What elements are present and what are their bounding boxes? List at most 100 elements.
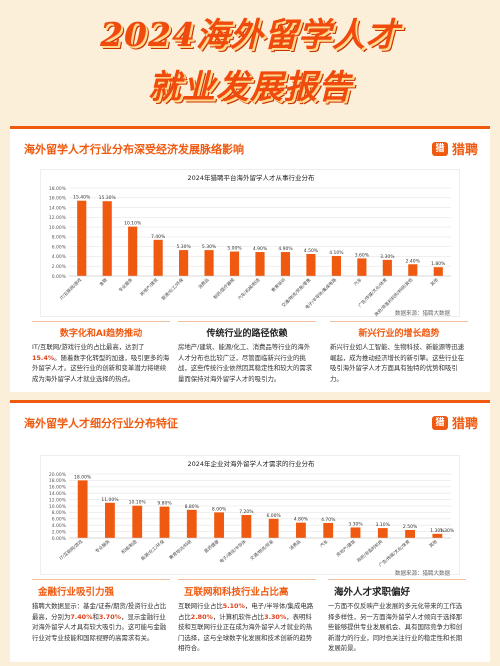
x-tick-label: 交通/物流/贸易 [248,538,274,562]
x-tick-label: 消费品 [288,538,302,552]
insight-body: 互联网行业占比5.10%，电子/半导体/集成电路占比2.80%，计算机软件占比3… [178,602,314,652]
data-label: 4.10% [329,250,344,256]
bar [128,226,138,276]
insight-body: 新兴行业如人工智能、生物科技、新能源等迅速崛起，成为推动经济增长的新引擎。这些行… [330,343,465,383]
x-tick-label: 制药/医疗器械 [212,276,237,301]
data-label: 9.80% [157,501,172,507]
highlight-value: 3.70% [98,612,122,621]
data-label: 15.40% [73,195,91,201]
bar [280,252,291,276]
data-label: 4.90% [278,246,293,252]
data-label: 10.10% [129,500,147,506]
data-label: 3.30% [348,521,363,527]
y-tick-label: 20.00% [49,472,67,478]
data-label: 3.10% [376,522,391,528]
x-tick-label: 教育培训 [270,276,287,293]
insight-title: 互联网和科技行业占比高 [184,587,289,598]
x-tick-label: 汽车 [318,538,330,549]
bar [408,264,418,276]
bar [323,522,334,538]
x-tick-label: 医药健康 [203,538,221,555]
section-heading: 海外留学人才细分行业分布特征 [24,417,178,430]
x-tick-label: 能源/化工/环保 [160,276,186,302]
insight-column: 新兴行业的增长趋势 新兴行业如人工智能、生物科技、新能源等迅速崛起，成为推动经济… [330,321,468,384]
data-label: 3.60% [355,252,370,258]
insight-column: 金融行业吸引力强 猎聘大数据显示：基金/证券/期货/投资行业占比最高，分别为7.… [32,579,170,643]
bar [159,506,170,538]
bar [331,255,341,276]
y-tick-label: 18.00% [49,186,67,192]
highlight-value: 5.10% [222,602,245,610]
data-source-note: 数据来源：猎聘大数据 [394,311,450,317]
y-tick-label: 18.00% [49,478,67,484]
x-tick-label: 专业服务 [117,276,135,294]
y-tick-label: 2.00% [52,264,67,270]
x-tick-label: 消费品 [196,276,210,290]
bar [306,254,316,276]
bar [357,258,367,276]
data-label: 11.00% [101,497,119,503]
bar [214,512,224,538]
highlight-value: 3.30% [264,612,287,621]
insight-body: 房地产/建筑、能源/化工、消费品等行业的海外人才分布也比较广泛，尽管面临新兴行业… [178,343,313,383]
highlight-value: 2.80% [190,612,213,621]
data-label: 3.30% [380,254,395,260]
bar [377,528,388,538]
bar [255,252,265,276]
bar [132,505,143,538]
page-title-line1: 2024海外留学人才 [100,15,400,54]
bar [77,200,87,276]
x-tick-label: 汽车 [352,276,364,288]
bar [432,533,443,538]
bar [77,480,88,538]
data-label: 5.30% [176,244,191,250]
chart-title: 2024年猎聘平台海外留学人才从事行业分布 [187,173,315,182]
insight-title: 海外人才求职偏好 [334,587,411,598]
y-tick-label: 6.00% [52,517,67,523]
data-label: 8.80% [185,504,200,510]
data-label: 18.00% [74,474,92,480]
x-tick-label: 教育培训/科研 [168,538,194,561]
brand-logo: 猎 猎聘 [431,139,478,158]
bar [204,250,214,276]
data-label: 6.00% [266,513,281,519]
bar [229,251,240,276]
y-tick-label: 4.00% [52,523,67,529]
bar [405,530,415,538]
x-tick-label: 专业服务 [94,538,112,555]
bar [241,514,252,538]
bar [105,502,115,538]
x-tick-label: 其他 [429,276,441,288]
x-tick-label: 其他 [428,538,440,549]
x-tick-label: 金融 [98,276,110,288]
section-heading: 海外留学人才行业分布深受经济发展脉络影响 [24,143,244,156]
data-label: 7.20% [239,509,254,515]
chart-demand-distribution: 2024年企业对海外留学人才需求的行业分布 0.00% 2.00% 4.00% 6.00… [40,455,460,575]
x-tick-label: 电子/通信/半导体 [218,538,248,565]
bar [186,509,197,538]
data-source-note: 数据来源：猎聘大数据 [394,571,450,577]
insight-title: 数字化和AI趋势推动 [59,329,143,339]
y-tick-label: 8.00% [52,235,67,241]
insight-column: 传统行业的路径依赖 房地产/建筑、能源/化工、消费品等行业的海外人才分布也比较广… [178,321,316,384]
insight-column: 数字化和AI趋势推动 IT/互联网/游戏行业的占比最高，达到了15.4%。随着数… [32,321,170,384]
data-label: 4.50% [304,248,319,254]
insight-column: 海外人才求职偏好 一方面不仅反映产业发展的多元化带来的工作选择多样性，另一方面海… [328,579,466,654]
data-label: 1.80% [431,261,446,267]
brand-icon: 猎 [431,141,448,156]
bar [433,267,443,276]
section-card-industry-distribution: 海外留学人才行业分布深受经济发展脉络影响 猎 猎聘 2024年猎聘平台海外留学人… [10,126,490,392]
bar [296,522,306,538]
insight-body: 猎聘大数据显示：基金/证券/期货/投资行业占比最高，分别为7.40%和3.70%… [32,602,167,642]
y-tick-label: 12.00% [49,215,67,221]
x-tick-label: 政府/非盈利机构 [355,538,384,564]
y-tick-label: 4.00% [52,254,67,260]
data-label: 4.70% [321,517,336,523]
data-label: 4.80% [294,517,309,523]
brand-icon: 猎 [431,415,448,430]
bar [350,527,361,538]
y-tick-label: 10.00% [49,504,67,510]
x-tick-label: 房地产/建筑 [138,276,160,298]
y-tick-label: 14.00% [49,491,67,497]
data-label: 4.90% [253,246,268,252]
